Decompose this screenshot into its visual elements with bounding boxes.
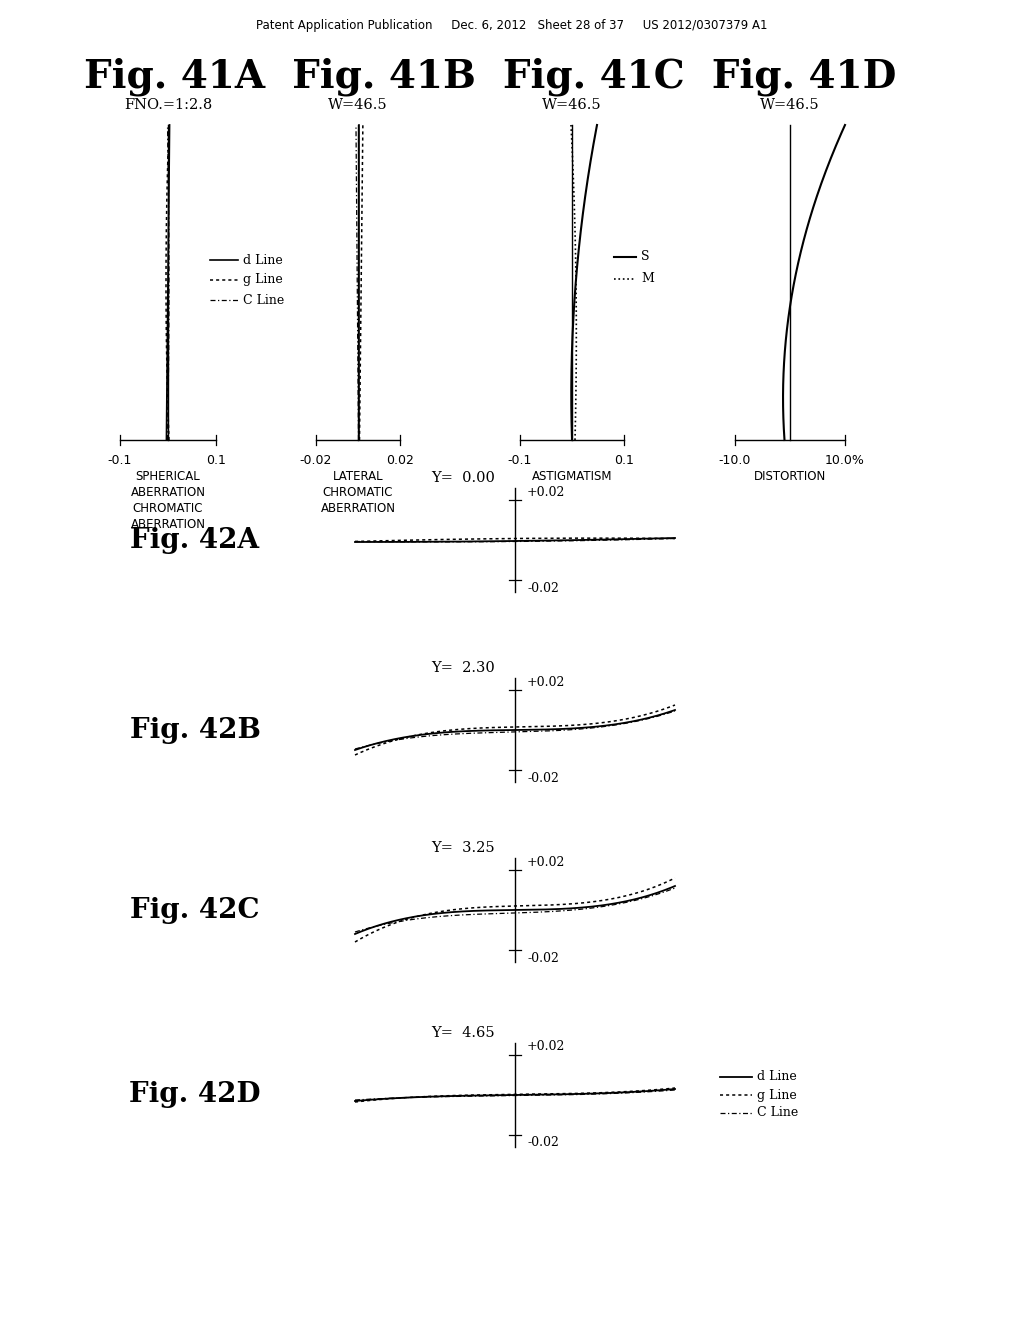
Text: -0.02: -0.02 [527,582,559,594]
Text: S: S [641,251,649,264]
Text: W=46.5: W=46.5 [328,98,388,112]
Text: Fig. 42B: Fig. 42B [130,717,260,743]
Text: +0.02: +0.02 [527,676,565,689]
Text: Patent Application Publication     Dec. 6, 2012   Sheet 28 of 37     US 2012/030: Patent Application Publication Dec. 6, 2… [256,18,768,32]
Text: -0.02: -0.02 [527,771,559,784]
Text: 10.0%: 10.0% [825,454,865,467]
Text: +0.02: +0.02 [527,1040,565,1053]
Text: 0.1: 0.1 [614,454,634,467]
Text: -10.0: -10.0 [719,454,752,467]
Text: W=46.5: W=46.5 [760,98,820,112]
Text: d Line: d Line [757,1071,797,1084]
Text: -0.1: -0.1 [108,454,132,467]
Text: Fig. 41A  Fig. 41B  Fig. 41C  Fig. 41D: Fig. 41A Fig. 41B Fig. 41C Fig. 41D [84,58,896,96]
Text: 0.1: 0.1 [206,454,226,467]
Text: Fig. 42C: Fig. 42C [130,896,260,924]
Text: +0.02: +0.02 [527,855,565,869]
Text: -0.02: -0.02 [527,1137,559,1150]
Text: Y=  0.00: Y= 0.00 [431,471,495,484]
Text: M: M [641,272,654,285]
Text: g Line: g Line [243,273,283,286]
Text: Fig. 42A: Fig. 42A [130,527,259,553]
Text: W=46.5: W=46.5 [542,98,602,112]
Text: +0.02: +0.02 [527,486,565,499]
Text: SPHERICAL
ABERRATION
CHROMATIC
ABERRATION: SPHERICAL ABERRATION CHROMATIC ABERRATIO… [130,470,206,531]
Text: -0.1: -0.1 [508,454,532,467]
Text: 0.02: 0.02 [386,454,414,467]
Text: -0.02: -0.02 [300,454,332,467]
Text: DISTORTION: DISTORTION [754,470,826,483]
Text: C Line: C Line [243,293,285,306]
Text: g Line: g Line [757,1089,797,1101]
Text: Fig. 42D: Fig. 42D [129,1081,261,1109]
Text: C Line: C Line [757,1106,799,1119]
Text: LATERAL
CHROMATIC
ABERRATION: LATERAL CHROMATIC ABERRATION [321,470,395,515]
Text: Y=  4.65: Y= 4.65 [431,1026,495,1040]
Text: ASTIGMATISM: ASTIGMATISM [531,470,612,483]
Text: Y=  3.25: Y= 3.25 [431,841,495,855]
Text: FNO.=1:2.8: FNO.=1:2.8 [124,98,212,112]
Text: -0.02: -0.02 [527,952,559,965]
Text: d Line: d Line [243,253,283,267]
Text: Y=  2.30: Y= 2.30 [431,661,495,675]
